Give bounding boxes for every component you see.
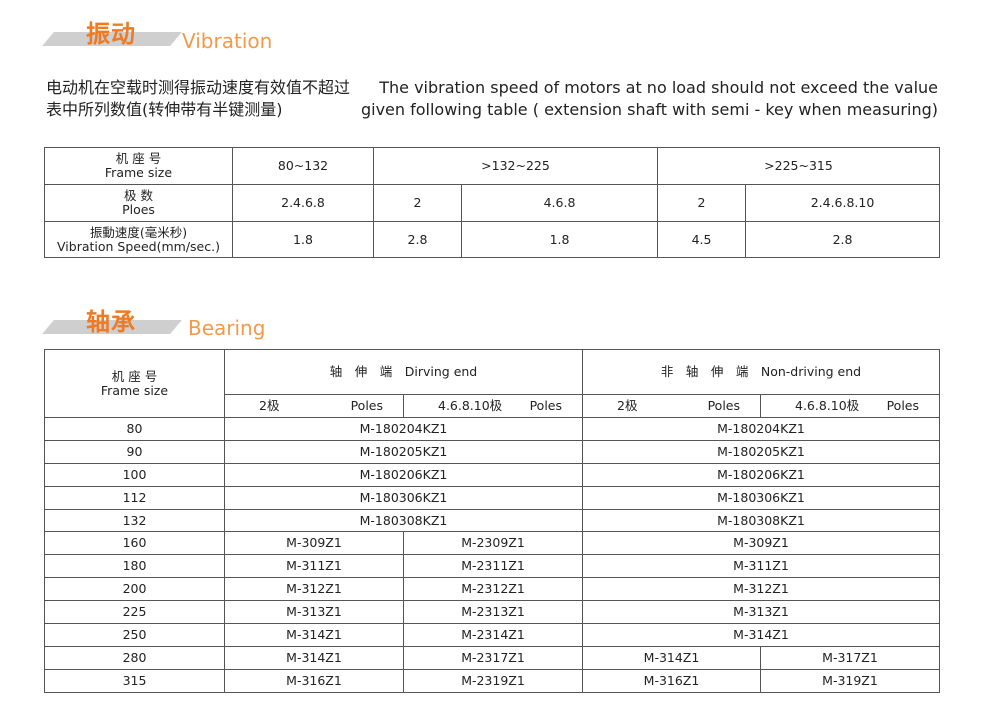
cell: 100 [44,462,225,487]
cell: M-2309Z1 [403,531,583,556]
cell: 80 [44,417,225,441]
table-row: 90 M-180205KZ1 M-180205KZ1 [44,439,940,464]
poles-subheader: 4.6.8.10极 Poles [403,394,583,418]
cell: 132 [44,508,225,533]
cell: 4.6.8 [460,184,659,222]
bearing-table: 机 座 号 Frame size 轴 伸 端 Dirving end 非 轴 伸 … [44,349,940,693]
cell: M-180206KZ1 [224,462,583,487]
cell: M-316Z1 [224,668,404,693]
poles-subheader: 2极 Poles [224,394,404,418]
cell: 2.4.6.8.10 [745,184,940,222]
cell: M-309Z1 [582,531,940,556]
table-row: 80 M-180204KZ1 M-180204KZ1 [44,417,940,441]
cell: 225 [44,600,225,625]
cell: >225~315 [657,147,940,185]
poles-header: 极 数 Ploes [44,184,233,222]
cell: M-313Z1 [224,600,404,625]
cell: M-314Z1 [582,623,940,647]
cell: 2 [657,184,747,222]
non-driving-end-header: 非 轴 伸 端 Non-driving end [582,349,940,395]
cell: 200 [44,577,225,602]
speed-header: 振動速度(毫米秒) Vibration Speed(mm/sec.) [44,221,233,258]
desc-line: 电动机在空载时测得振动速度有效值不超过 [46,78,351,97]
poles-subheader: 4.6.8.10极 Poles [760,394,940,418]
cell: 1.8 [232,221,374,258]
vibration-desc-cn: 电动机在空载时测得振动速度有效值不超过 表中所列数值(转伸带有半键测量) [46,77,350,121]
table-row: 振動速度(毫米秒) Vibration Speed(mm/sec.) 1.8 2.… [44,221,940,258]
table-row: 280 M-314Z1 M-2317Z1 M-314Z1 M-317Z1 [44,645,940,670]
cell: M-312Z1 [224,577,404,602]
cell: M-314Z1 [582,645,761,670]
cell: M-180306KZ1 [224,485,583,510]
vibration-title-en: Vibration [182,29,273,53]
table-row: 机 座 号 Frame size 80~132 >132~225 >225~315 [44,147,940,185]
cell: M-311Z1 [582,554,940,579]
cell: M-313Z1 [582,600,940,625]
table-row: 112 M-180306KZ1 M-180306KZ1 [44,485,940,510]
vibration-title-cn: 振动 [86,20,136,48]
desc-line: 表中所列数值(转伸带有半键测量) [46,100,283,119]
cell: M-180206KZ1 [582,462,940,487]
cell: 160 [44,531,225,556]
cell: M-317Z1 [760,645,940,670]
cell: >132~225 [372,147,659,185]
cell: M-314Z1 [224,623,404,647]
cell: M-2314Z1 [403,623,583,647]
cell: 1.8 [460,221,659,258]
cell: M-2313Z1 [403,600,583,625]
cell: 90 [44,439,225,464]
cell: 315 [44,668,225,693]
cell: M-2319Z1 [403,668,583,693]
cell: M-180308KZ1 [582,508,940,533]
cell: M-180205KZ1 [582,439,940,464]
vibration-table: 机 座 号 Frame size 80~132 >132~225 >225~315… [44,147,940,258]
cell: M-2312Z1 [403,577,583,602]
table-row: 315 M-316Z1 M-2319Z1 M-316Z1 M-319Z1 [44,668,940,693]
cell: M-311Z1 [224,554,404,579]
desc-line: given following table ( extension shaft … [360,100,938,119]
cell: M-312Z1 [582,577,940,602]
cell: 80~132 [232,147,374,185]
poles-subheader: 2极 Poles [582,394,761,418]
table-row: 极 数 Ploes 2.4.6.8 2 4.6.8 2 2.4.6.8.10 [44,184,940,222]
vibration-desc-en: The vibration speed of motors at no load… [361,77,938,121]
desc-line: The vibration speed of motors at no load… [379,78,938,97]
frame-header: 机 座 号 Frame size [44,147,233,185]
cell: 112 [44,485,225,510]
cell: M-180204KZ1 [224,417,583,441]
bearing-title-en: Bearing [188,316,266,340]
cell: M-314Z1 [224,645,404,670]
table-row: 180 M-311Z1 M-2311Z1 M-311Z1 [44,554,940,579]
table-row: 225 M-313Z1 M-2313Z1 M-313Z1 [44,600,940,625]
table-row: 200 M-312Z1 M-2312Z1 M-312Z1 [44,577,940,602]
table-row: 132 M-180308KZ1 M-180308KZ1 [44,508,940,533]
driving-end-header: 轴 伸 端 Dirving end [224,349,583,395]
cell: M-180205KZ1 [224,439,583,464]
cell: 250 [44,623,225,647]
table-row: 250 M-314Z1 M-2314Z1 M-314Z1 [44,623,940,647]
cell: 280 [44,645,225,670]
bearing-title-cn: 轴承 [86,308,136,336]
cell: M-319Z1 [760,668,940,693]
table-row: 2极 Poles 4.6.8.10极 Poles 2极 Poles 4.6.8.10极 Pol… [45,394,940,418]
cell: 2.4.6.8 [232,184,374,222]
table-row: 机 座 号 Frame size 轴 伸 端 Dirving end 非 轴 伸 … [44,349,940,418]
cell: M-316Z1 [582,668,761,693]
cell: M-180204KZ1 [582,417,940,441]
cell: M-2317Z1 [403,645,583,670]
cell: 180 [44,554,225,579]
cell: 2.8 [745,221,940,258]
cell: 2 [373,184,462,222]
cell: M-180306KZ1 [582,485,940,510]
frame-header: 机 座 号 Frame size [44,349,225,418]
table-row: 160 M-309Z1 M-2309Z1 M-309Z1 [44,531,940,556]
cell: 2.8 [373,221,462,258]
cell: M-2311Z1 [403,554,583,579]
cell: 4.5 [657,221,747,258]
cell: M-180308KZ1 [224,508,583,533]
cell: M-309Z1 [224,531,404,556]
table-row: 100 M-180206KZ1 M-180206KZ1 [44,462,940,487]
